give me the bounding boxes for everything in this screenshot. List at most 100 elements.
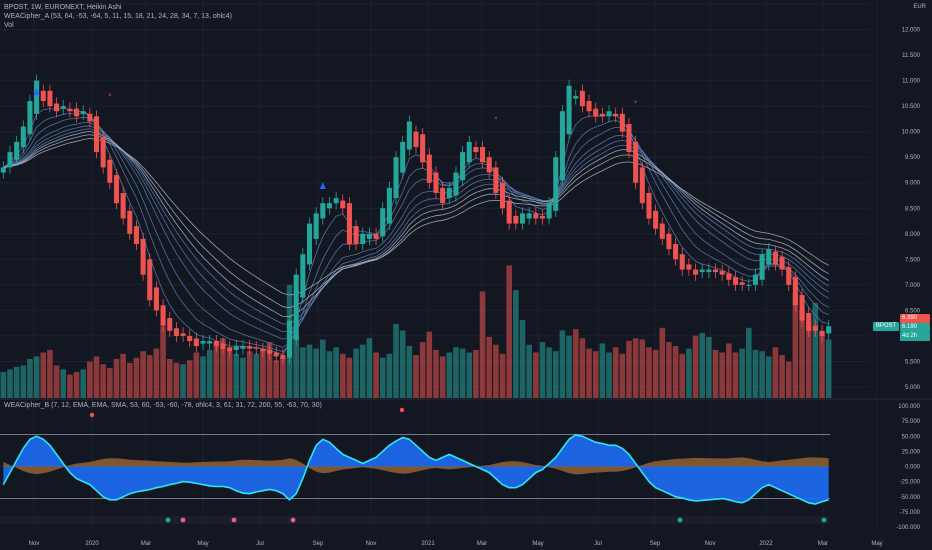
price-axis-label: 8.500 xyxy=(905,206,921,212)
volume-bar xyxy=(153,348,160,398)
volume-bar xyxy=(726,343,732,398)
volume-bar xyxy=(47,349,53,398)
volume-bar xyxy=(80,369,86,398)
time-axis-label: Nov xyxy=(29,541,40,547)
volume-bar xyxy=(126,362,133,398)
volume-bar xyxy=(220,338,226,398)
volume-bar xyxy=(0,372,7,398)
candle-body xyxy=(533,213,539,219)
indicator-a-legend[interactable]: WEACipher_A (53, 64, -53, -64, 5, 11, 15… xyxy=(4,13,232,20)
candle-body xyxy=(280,355,286,359)
current-price-tag: 6.190 xyxy=(900,323,930,332)
candle-body xyxy=(133,226,139,245)
candle-body xyxy=(113,175,120,204)
candle-body xyxy=(293,274,299,340)
candle-body xyxy=(706,269,712,273)
volume-bar xyxy=(40,352,47,398)
volume-bar xyxy=(353,348,359,398)
candle-body xyxy=(799,295,805,321)
volume-bar xyxy=(566,335,572,398)
candle-body xyxy=(779,256,785,270)
volume-bar xyxy=(499,353,506,398)
candle-body xyxy=(639,167,645,204)
candle-body xyxy=(719,270,725,275)
candle-body xyxy=(519,213,526,224)
candle-body xyxy=(453,172,459,196)
candle-body xyxy=(34,80,40,114)
candle-body xyxy=(732,277,739,285)
candle-body xyxy=(573,95,579,99)
price-axis-label: 12.000 xyxy=(902,28,921,34)
volume-bar xyxy=(559,330,566,398)
oscillator-axis-label: 100.000 xyxy=(898,404,920,410)
candle-body xyxy=(360,233,366,245)
time-axis-label: May xyxy=(871,541,882,547)
candle-body xyxy=(340,200,346,209)
volume-bar xyxy=(479,291,486,398)
volume-bar xyxy=(759,351,765,398)
candle-body xyxy=(819,330,825,336)
candle-body xyxy=(393,157,399,199)
candle-body xyxy=(659,223,665,239)
candle-body xyxy=(460,152,466,181)
candle-body xyxy=(546,203,552,219)
candle-body xyxy=(247,346,253,349)
volume-bar xyxy=(7,369,13,398)
candle-body xyxy=(553,157,559,211)
candle-body xyxy=(267,349,273,354)
candle-body xyxy=(160,305,166,326)
volume-bar xyxy=(186,360,193,398)
volume-bar xyxy=(533,352,539,398)
candle-body xyxy=(80,111,86,114)
candle-body xyxy=(493,167,499,193)
volume-bar xyxy=(333,347,339,398)
volume-bar xyxy=(686,348,692,398)
price-axis-label: 7.500 xyxy=(905,257,921,263)
time-axis-label: 2021 xyxy=(421,541,435,547)
candle-body xyxy=(100,136,106,168)
ema-line xyxy=(3,125,829,333)
volume-bar xyxy=(393,323,399,398)
volume-bar xyxy=(546,347,552,398)
oscillator-axis-label: 50.000 xyxy=(902,434,921,440)
volume-bar xyxy=(619,353,626,398)
candle-body xyxy=(220,343,226,349)
volume-bar xyxy=(120,353,126,398)
indicator-b-legend[interactable]: WEACipher_B (7, 12, EMA, EMA, SMA, 53, 6… xyxy=(4,402,322,409)
time-axis-label: Mar xyxy=(141,541,151,547)
volume-bar xyxy=(339,353,346,398)
volume-bar xyxy=(506,265,512,398)
volume-bar xyxy=(712,349,719,398)
volume-bar xyxy=(313,348,319,398)
volume-bar xyxy=(526,344,532,398)
candle-body xyxy=(712,269,719,273)
candle-body xyxy=(666,233,672,250)
volume-bar xyxy=(33,356,40,398)
volume-bar xyxy=(273,360,280,398)
volume-bar xyxy=(473,349,479,398)
volume-bar xyxy=(200,356,206,398)
candle-body xyxy=(646,192,652,219)
price-axis-label: 9.500 xyxy=(905,155,921,161)
ema-line xyxy=(3,128,829,325)
oscillator-axis-label: 0.000 xyxy=(905,465,921,471)
oscillator-axis-label: -75.000 xyxy=(900,510,921,516)
volume-bar xyxy=(639,339,646,398)
volume-legend[interactable]: Vol xyxy=(4,22,14,29)
wave-area xyxy=(3,435,829,504)
candle-body xyxy=(766,249,772,265)
volume-bar xyxy=(799,310,805,398)
signal-dot xyxy=(677,517,683,523)
volume-bar xyxy=(133,357,140,398)
volume-bar xyxy=(160,326,166,398)
volume-bar xyxy=(466,352,473,398)
price-axis-label: 10.000 xyxy=(902,130,921,136)
candle-body xyxy=(240,346,246,349)
ema-line xyxy=(3,113,829,353)
volume-bar xyxy=(486,336,493,398)
candle-body xyxy=(400,141,406,173)
candle-body xyxy=(93,116,100,153)
price-axis-label: 8.000 xyxy=(905,232,921,238)
price-axis-label: 7.000 xyxy=(905,283,921,289)
